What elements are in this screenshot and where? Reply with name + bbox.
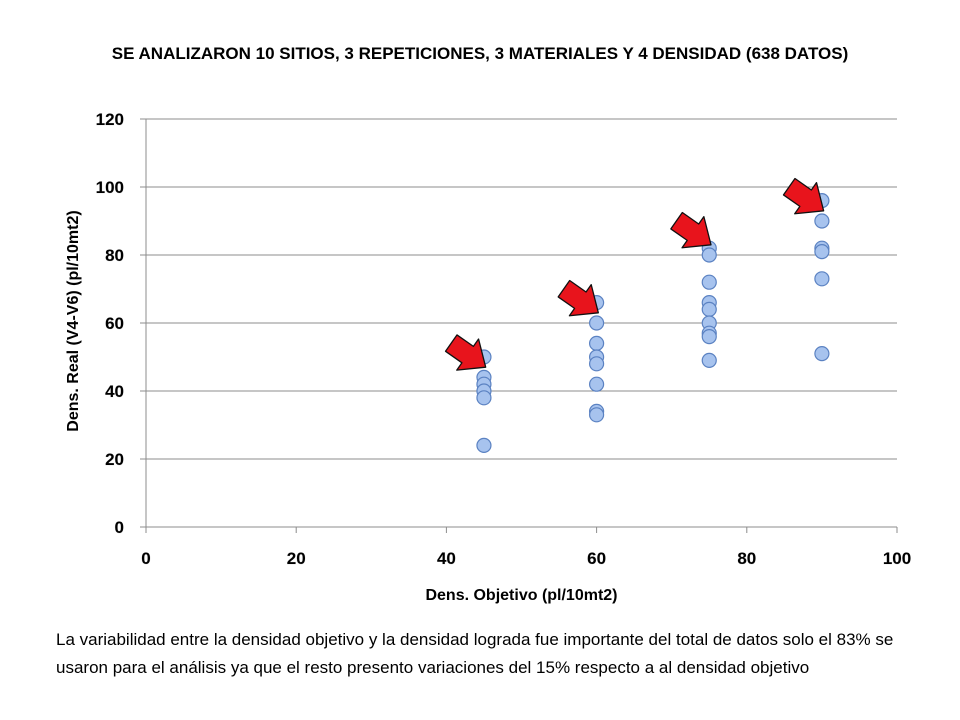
x-tick-label: 0 xyxy=(141,549,150,568)
arrow-shape xyxy=(670,211,712,249)
red-arrow-icon xyxy=(782,177,825,215)
x-tick-label: 80 xyxy=(737,549,756,568)
arrow-shape xyxy=(782,177,825,215)
red-arrow-icon xyxy=(557,279,599,317)
data-point xyxy=(476,390,492,406)
data-point xyxy=(701,352,717,368)
data-point xyxy=(814,213,830,229)
arrow-shape xyxy=(557,279,599,317)
chart-title: SE ANALIZARON 10 SITIOS, 3 REPETICIONES,… xyxy=(111,44,849,63)
y-axis-label: Dens. Real (V4-V6) (pl/10mt2) xyxy=(65,210,82,431)
arrow-annotations xyxy=(444,177,825,371)
y-tick-label: 0 xyxy=(115,518,124,537)
y-tick-label: 120 xyxy=(96,110,124,129)
data-point xyxy=(588,407,605,423)
x-tick-label: 100 xyxy=(883,549,911,568)
data-point xyxy=(701,247,717,263)
red-arrow-icon xyxy=(444,334,487,371)
data-point xyxy=(588,315,605,331)
data-point xyxy=(588,376,605,392)
x-tick-label: 40 xyxy=(437,549,456,568)
gridlines xyxy=(140,118,897,528)
data-point xyxy=(814,244,830,260)
y-tick-label: 40 xyxy=(105,382,124,401)
axes xyxy=(145,119,898,533)
data-points xyxy=(476,193,830,453)
arrow-shape xyxy=(444,334,487,371)
y-tick-label: 20 xyxy=(105,450,124,469)
data-point xyxy=(701,274,717,290)
data-point xyxy=(701,301,717,317)
footnote-text: La variabilidad entre la densidad objeti… xyxy=(56,630,894,677)
data-point xyxy=(814,346,830,362)
x-tick-label: 20 xyxy=(287,549,306,568)
scatter-chart: 0 20 40 60 80 100 120 0 20 40 60 80 100 Dens. Objeti… xyxy=(65,110,911,604)
data-point xyxy=(701,329,717,345)
data-point xyxy=(588,335,605,351)
y-tick-label: 60 xyxy=(105,314,124,333)
tick-labels: 0 20 40 60 80 100 120 0 20 40 60 80 100 xyxy=(95,110,911,569)
data-point xyxy=(588,356,605,372)
y-tick-label: 100 xyxy=(96,178,124,197)
x-axis-label: Dens. Objetivo (pl/10mt2) xyxy=(425,587,617,604)
red-arrow-icon xyxy=(670,211,712,249)
x-tick-label: 60 xyxy=(587,549,606,568)
data-point xyxy=(476,437,492,453)
y-tick-label: 80 xyxy=(105,246,124,265)
data-point xyxy=(814,271,830,287)
